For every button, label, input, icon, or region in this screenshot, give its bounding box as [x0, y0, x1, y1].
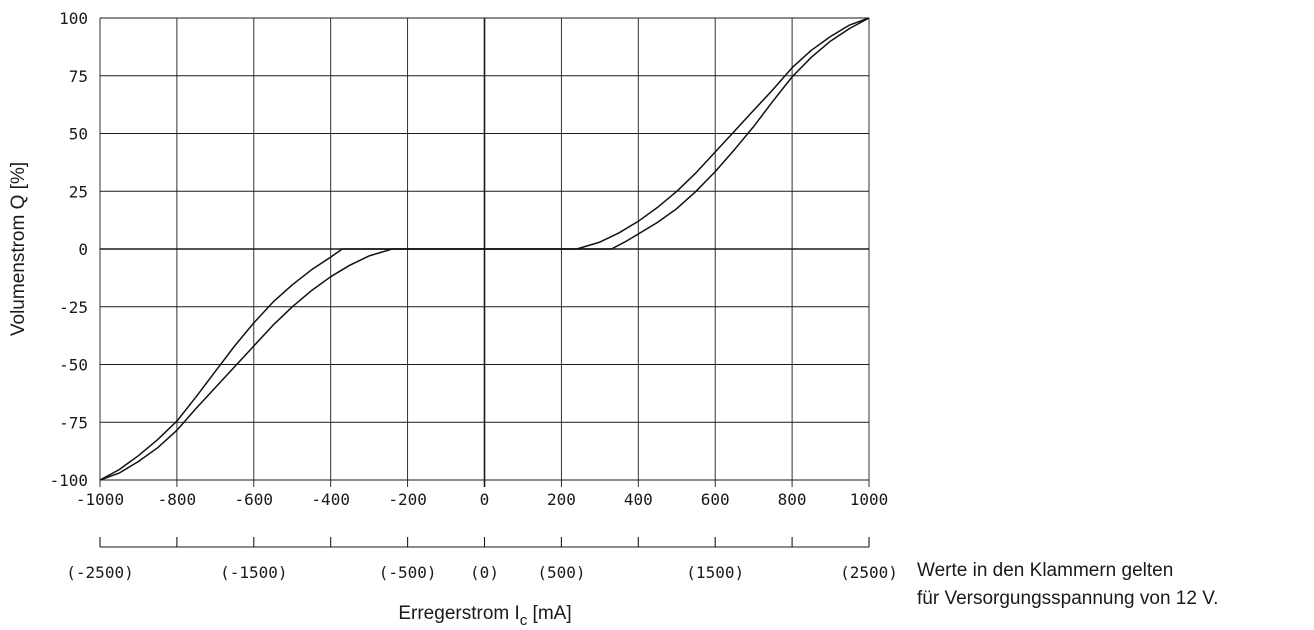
x-axis-label-subscript: c — [520, 612, 528, 629]
y-tick-label: -25 — [59, 298, 88, 317]
secondary-x-axis: (-2500) (-1500) (-500) (0) (500) (1500) (2500) — [66, 537, 898, 582]
y-tick-label: 25 — [69, 182, 88, 201]
x-tick-label: 200 — [547, 490, 576, 509]
series-line-2 — [99, 17, 870, 481]
x-axis-label: Erregerstrom Ic [mA] — [398, 603, 571, 629]
y-tick-label: 0 — [78, 240, 88, 259]
y-tick-label: 100 — [59, 9, 88, 28]
x-tick-label: 400 — [624, 490, 653, 509]
secondary-tick-label: (-1500) — [220, 563, 287, 582]
curves — [99, 17, 870, 481]
x-tick-label: 1000 — [850, 490, 889, 509]
y-tick-label: -75 — [59, 413, 88, 432]
secondary-tick-label: (500) — [537, 563, 585, 582]
x-tick-label: 0 — [480, 490, 490, 509]
x-axis-label-unit: [mA] — [527, 603, 571, 624]
x-tick-label: 600 — [701, 490, 730, 509]
x-tick-labels: -1000 -800 -600 -400 -200 0 200 400 600 800 1000 — [76, 490, 888, 509]
grid — [99, 17, 870, 487]
note-line-2: für Versorgungsspannung von 12 V. — [917, 588, 1218, 609]
note-line-1: Werte in den Klammern gelten — [917, 560, 1173, 581]
y-axis-label: Volumenstrom Q [%] — [8, 162, 29, 336]
x-tick-label: -200 — [388, 490, 427, 509]
y-tick-label: 50 — [69, 125, 88, 144]
y-tick-label: -50 — [59, 356, 88, 375]
y-tick-label: 75 — [69, 67, 88, 86]
secondary-tick-label: (1500) — [686, 563, 744, 582]
secondary-tick-label: (0) — [470, 563, 499, 582]
x-tick-label: -800 — [158, 490, 197, 509]
y-tick-labels: 100 75 50 25 0 -25 -50 -75 -100 — [49, 9, 88, 490]
secondary-tick-label: (-500) — [379, 563, 437, 582]
x-tick-label: -600 — [235, 490, 274, 509]
y-tick-label: -100 — [49, 471, 88, 490]
x-axis-label-main: Erregerstrom I — [398, 603, 519, 624]
secondary-tick-label: (-2500) — [66, 563, 133, 582]
x-tick-label: -400 — [311, 490, 350, 509]
x-tick-label: 800 — [778, 490, 807, 509]
x-tick-label: -1000 — [76, 490, 124, 509]
secondary-tick-label: (2500) — [840, 563, 898, 582]
